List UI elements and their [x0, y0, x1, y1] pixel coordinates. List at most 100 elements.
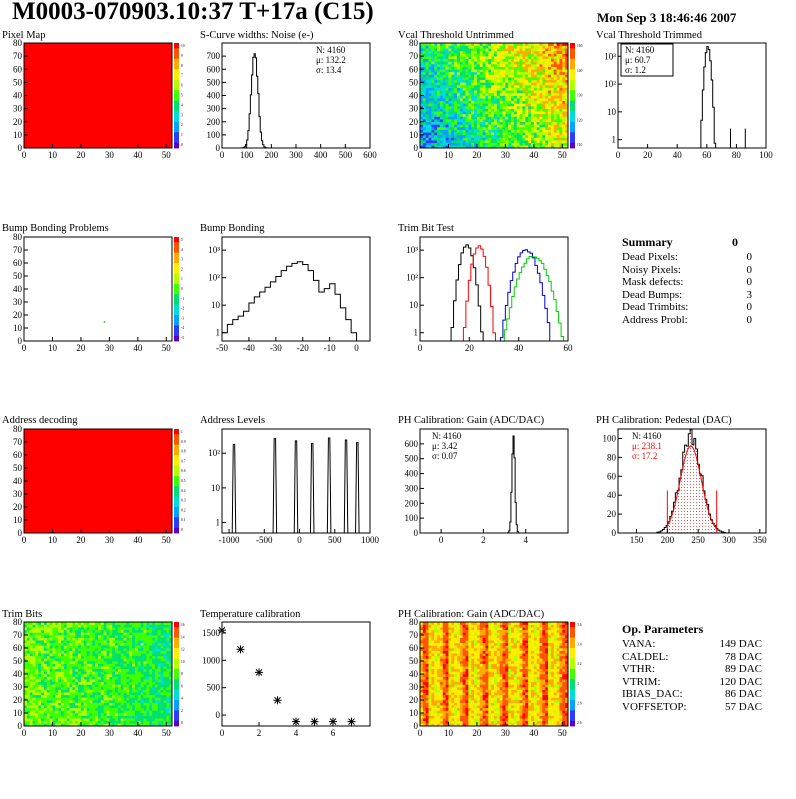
heatmap-cell	[528, 122, 531, 125]
heatmap-cell	[35, 653, 38, 656]
heatmap-cell	[426, 143, 429, 146]
heatmap-cell	[38, 697, 41, 700]
heatmap-cell	[514, 132, 517, 135]
heatmap-cell	[118, 677, 121, 680]
colorbar-segment	[174, 497, 179, 503]
heatmap-cell	[104, 632, 107, 635]
heatmap-cell	[520, 88, 523, 91]
heatmap-cell	[534, 111, 537, 114]
heatmap-cell	[104, 630, 107, 633]
heatmap-cell	[431, 692, 434, 695]
heatmap-cell	[434, 638, 437, 641]
heatmap-cell	[562, 135, 565, 138]
heatmap-cell	[537, 122, 540, 125]
heatmap-cell	[67, 692, 70, 695]
colorbar-segment	[570, 111, 575, 117]
heatmap-cell	[483, 119, 486, 122]
heatmap-cell	[562, 132, 565, 135]
heatmap-cell	[41, 713, 44, 716]
heatmap-cell	[155, 658, 158, 661]
heatmap-cell	[138, 671, 141, 674]
heatmap-cell	[158, 669, 161, 672]
heatmap-cell	[480, 80, 483, 83]
heatmap-cell	[64, 697, 67, 700]
heatmap-cell	[158, 695, 161, 698]
heatmap-cell	[41, 643, 44, 646]
heatmap-cell	[126, 697, 129, 700]
heatmap-cell	[144, 625, 147, 628]
heatmap-cell	[528, 61, 531, 64]
heatmap-cell	[426, 98, 429, 101]
heatmap-cell	[531, 82, 534, 85]
heatmap-cell	[107, 679, 110, 682]
heatmap-cell	[559, 90, 562, 93]
heatmap-cell	[443, 77, 446, 80]
heatmap-cell	[559, 130, 562, 133]
heatmap-cell	[121, 690, 124, 693]
heatmap-cell	[466, 122, 469, 125]
heatmap-cell	[163, 625, 166, 628]
heatmap-cell	[166, 684, 169, 687]
heatmap-cell	[520, 77, 523, 80]
heatmap-cell	[511, 82, 514, 85]
heatmap-cell	[488, 75, 491, 78]
heatmap-cell	[98, 705, 101, 708]
heatmap-cell	[50, 640, 53, 643]
heatmap-cell	[471, 114, 474, 117]
heatmap-cell	[534, 93, 537, 96]
heatmap-cell	[500, 93, 503, 96]
heatmap-cell	[494, 82, 497, 85]
heatmap-cell	[548, 93, 551, 96]
heatmap-cell	[67, 695, 70, 698]
heatmap-cell	[95, 721, 98, 724]
heatmap-cell	[426, 645, 429, 648]
y-tick-label: 400	[405, 469, 419, 479]
heatmap-cell	[429, 67, 432, 70]
heatmap-cell	[446, 138, 449, 141]
heatmap-cell	[67, 645, 70, 648]
heatmap-cell	[460, 138, 463, 141]
heatmap-cell	[514, 101, 517, 104]
y-tick-label: 1	[612, 135, 617, 145]
heatmap-cell	[434, 114, 437, 117]
heatmap-cell	[126, 664, 129, 667]
heatmap-cell	[440, 80, 443, 83]
heatmap-cell	[460, 48, 463, 51]
heatmap-cell	[497, 138, 500, 141]
heatmap-cell	[426, 96, 429, 99]
heatmap-cell	[144, 697, 147, 700]
heatmap-cell	[81, 716, 84, 719]
heatmap-cell	[152, 645, 155, 648]
heatmap-cell	[98, 703, 101, 706]
heatmap-cell	[483, 106, 486, 109]
heatmap-cell	[434, 124, 437, 127]
heatmap-cell	[514, 103, 517, 106]
heatmap-cell	[84, 718, 87, 721]
heatmap-cell	[474, 48, 477, 51]
heatmap-cell	[44, 648, 47, 651]
heatmap-cell	[503, 114, 506, 117]
heatmap-cell	[138, 661, 141, 664]
heatmap-cell	[528, 96, 531, 99]
heatmap-cell	[52, 697, 55, 700]
heatmap-cell	[163, 690, 166, 693]
heatmap-cell	[129, 635, 132, 638]
heatmap-cell	[95, 677, 98, 680]
heatmap-cell	[457, 75, 460, 78]
heatmap-cell	[457, 96, 460, 99]
heatmap-cell	[545, 64, 548, 67]
heatmap-cell	[508, 114, 511, 117]
heatmap-cell	[437, 106, 440, 109]
heatmap-cell	[437, 67, 440, 70]
heatmap-cell	[522, 90, 525, 93]
heatmap-cell	[511, 46, 514, 49]
heatmap-cell	[545, 69, 548, 72]
heatmap-cell	[485, 56, 488, 59]
heatmap-cell	[30, 695, 33, 698]
heatmap-cell	[525, 135, 528, 138]
heatmap-cell	[107, 664, 110, 667]
heatmap-cell	[477, 101, 480, 104]
heatmap-cell	[474, 140, 477, 143]
heatmap-cell	[146, 632, 149, 635]
heatmap-cell	[144, 656, 147, 659]
